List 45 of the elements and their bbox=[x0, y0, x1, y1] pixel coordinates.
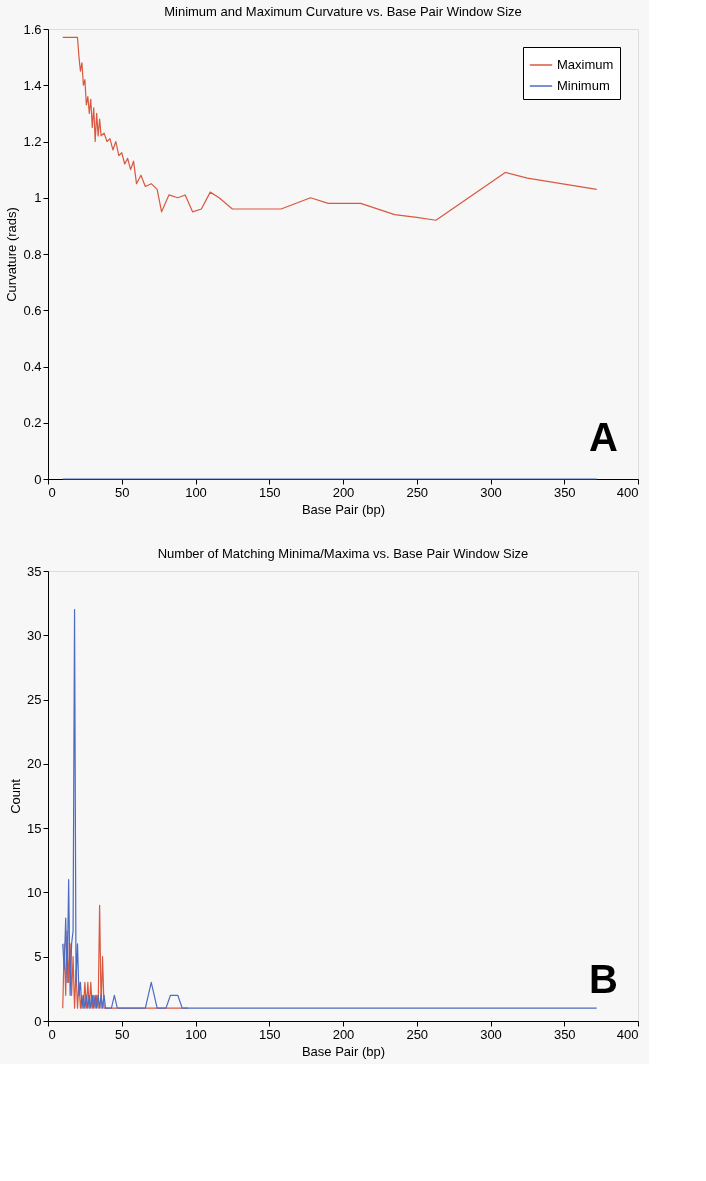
annotation: A bbox=[589, 415, 618, 459]
x-tick-label: 250 bbox=[406, 484, 429, 500]
y-tick-label: 0 bbox=[34, 1013, 42, 1029]
x-tick-label: 300 bbox=[480, 1026, 502, 1042]
x-tick-label: 0 bbox=[48, 484, 56, 500]
legend-label: Minimum bbox=[557, 78, 610, 93]
chart-title: Minimum and Maximum Curvature vs. Base Pair Window Size bbox=[164, 4, 522, 19]
x-tick-label: 400 bbox=[616, 1026, 639, 1042]
y-tick-label: 0.6 bbox=[23, 302, 42, 318]
x-tick-label: 100 bbox=[185, 1026, 207, 1042]
y-tick-label: 1.4 bbox=[23, 77, 42, 93]
y-axis-title: Count bbox=[8, 778, 24, 814]
x-tick-label: 200 bbox=[332, 484, 355, 500]
y-tick-label: 25 bbox=[27, 692, 42, 708]
y-tick-label: 5 bbox=[34, 949, 42, 965]
y-tick-label: 30 bbox=[27, 627, 42, 643]
y-tick-label: 15 bbox=[27, 820, 42, 836]
y-tick-label: 35 bbox=[27, 563, 42, 579]
x-axis-title: Base Pair (bp) bbox=[301, 1043, 386, 1059]
x-tick-label: 200 bbox=[332, 1026, 355, 1042]
y-tick-label: 10 bbox=[27, 884, 42, 900]
chart-title: Number of Matching Minima/Maxima vs. Base Pair Window Size bbox=[157, 546, 529, 561]
annotation: B bbox=[589, 957, 618, 1001]
x-tick-label: 150 bbox=[258, 484, 281, 500]
x-tick-label: 300 bbox=[480, 484, 502, 500]
y-tick-label: 0.8 bbox=[23, 246, 42, 262]
x-tick-label: 50 bbox=[115, 1026, 130, 1042]
x-tick-label: 400 bbox=[616, 484, 639, 500]
y-tick-label: 1.2 bbox=[23, 134, 42, 149]
y-tick-label: 0.2 bbox=[23, 415, 42, 431]
x-tick-label: 50 bbox=[115, 484, 130, 500]
x-tick-label: 150 bbox=[258, 1026, 281, 1042]
y-tick-label: 20 bbox=[27, 756, 42, 772]
y-tick-label: 1 bbox=[34, 190, 42, 206]
x-tick-label: 250 bbox=[406, 1026, 429, 1042]
x-tick-label: 0 bbox=[48, 1026, 56, 1042]
legend-label: Maximum bbox=[557, 57, 614, 72]
y-axis-title: Curvature (rads) bbox=[4, 207, 20, 302]
x-tick-label: 100 bbox=[185, 484, 207, 500]
y-tick-label: 1.6 bbox=[23, 21, 42, 37]
y-tick-label: 0.4 bbox=[23, 359, 42, 374]
x-tick-label: 350 bbox=[553, 1026, 576, 1042]
x-tick-label: 350 bbox=[553, 484, 576, 500]
y-tick-label: 0 bbox=[34, 471, 42, 487]
x-axis-title: Base Pair (bp) bbox=[301, 501, 386, 517]
